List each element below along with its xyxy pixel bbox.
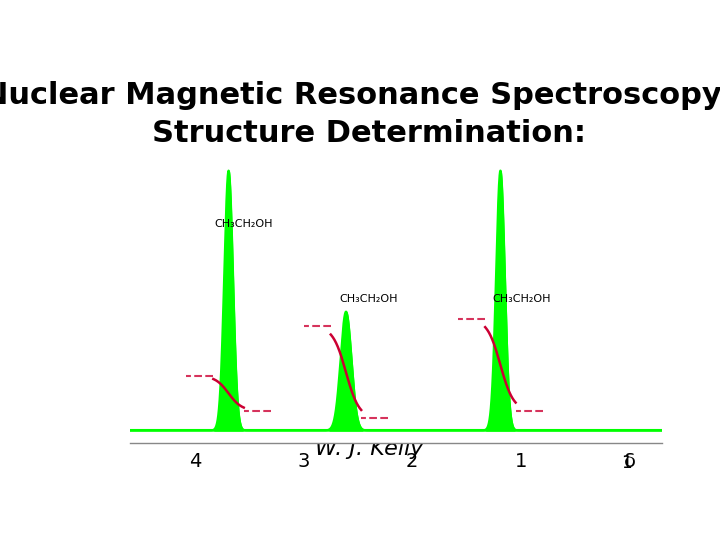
Text: Structure Determination:: Structure Determination:	[152, 119, 586, 148]
Text: 1: 1	[621, 454, 631, 472]
Text: ORGANIC I LABORATORY: ORGANIC I LABORATORY	[233, 414, 505, 434]
Text: CH₃CH₂OH: CH₃CH₂OH	[215, 219, 273, 230]
Text: CH₃CH₂OH: CH₃CH₂OH	[339, 294, 398, 303]
Text: W. J. Kelly: W. J. Kelly	[315, 439, 423, 459]
Text: Nuclear Magnetic Resonance Spectroscopy II: Nuclear Magnetic Resonance Spectroscopy …	[0, 82, 720, 111]
Text: CH₃CH₂OH: CH₃CH₂OH	[492, 294, 552, 303]
